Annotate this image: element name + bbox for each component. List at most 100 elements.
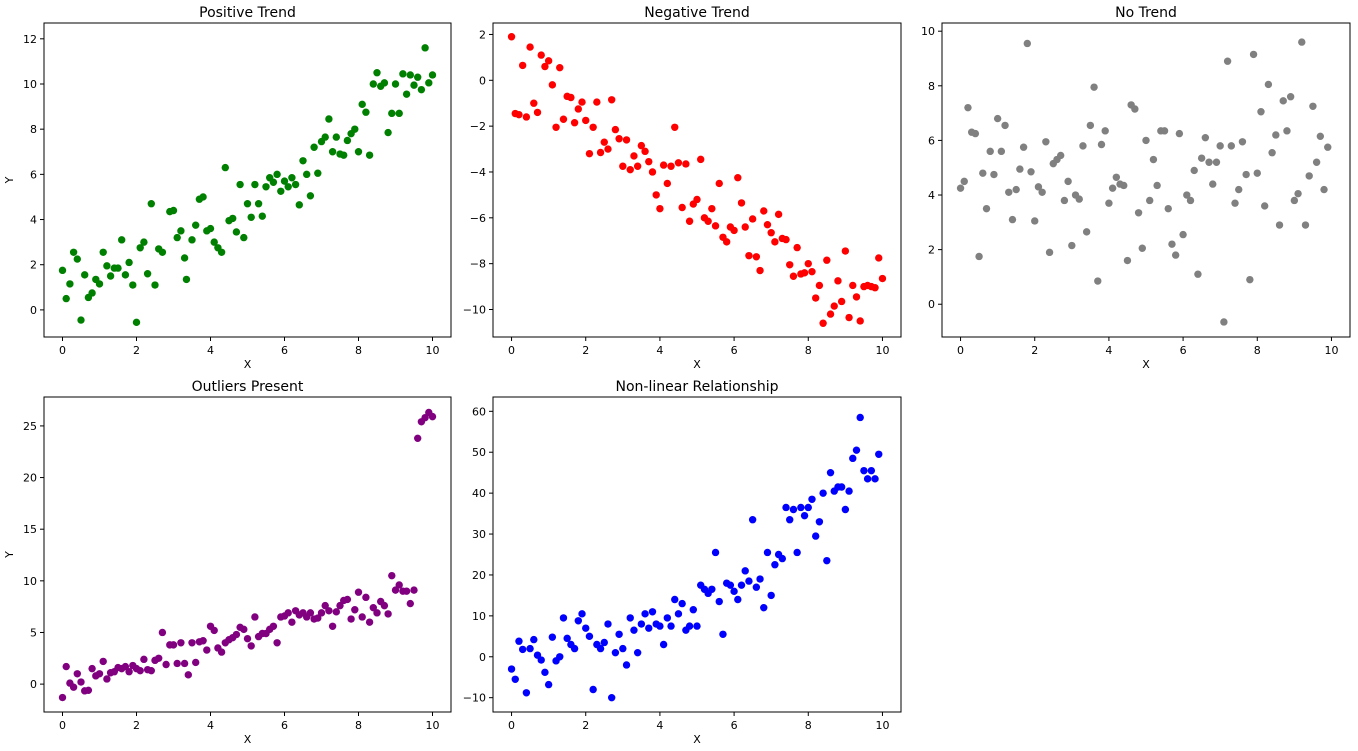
y-tick-label: 2 — [479, 28, 486, 41]
data-point — [819, 489, 827, 497]
y-tick-label: 12 — [23, 33, 37, 46]
data-point — [1290, 196, 1299, 205]
x-tick-label: 8 — [355, 719, 362, 732]
data-point — [1212, 158, 1221, 166]
data-point — [169, 206, 178, 215]
points — [507, 33, 887, 327]
data-point — [570, 119, 579, 127]
data-point — [507, 665, 516, 673]
data-point — [217, 648, 226, 656]
data-point — [593, 98, 601, 106]
data-point — [414, 73, 422, 81]
y-tick-label: −6 — [470, 212, 486, 225]
data-point — [206, 224, 215, 233]
data-point — [365, 151, 374, 159]
plot-title: Outliers Present — [192, 379, 304, 395]
data-point — [1012, 185, 1020, 194]
data-point — [771, 561, 779, 569]
data-point — [797, 503, 805, 512]
plot-title: No Trend — [1115, 5, 1177, 21]
data-point — [845, 313, 853, 322]
x-tick-label: 6 — [731, 344, 738, 357]
subplot-5: 0 2 4 6 8 10 −10 0 10 20 30 40 50 60 Non-linear Relati… — [463, 379, 902, 746]
data-point — [760, 207, 768, 215]
data-point — [1298, 38, 1306, 46]
data-point — [106, 272, 115, 280]
data-point — [380, 601, 389, 610]
x-tick-label: 10 — [875, 719, 889, 732]
data-point — [125, 258, 133, 267]
axes-frame — [492, 396, 902, 713]
data-point — [815, 281, 824, 290]
data-point — [574, 617, 583, 625]
data-point — [388, 571, 396, 580]
data-point — [118, 236, 126, 244]
data-point — [173, 233, 181, 242]
data-point — [328, 622, 337, 630]
y-tick-label: 15 — [23, 523, 37, 536]
data-point — [674, 610, 683, 618]
x-axis-label: X — [693, 733, 701, 746]
data-point — [1279, 97, 1287, 105]
data-point — [428, 71, 437, 79]
data-point — [1264, 80, 1273, 89]
data-point — [793, 243, 801, 252]
data-point — [734, 595, 742, 604]
data-point — [748, 516, 757, 524]
data-point — [760, 603, 768, 612]
data-point — [1201, 133, 1210, 142]
data-point — [66, 280, 74, 288]
data-point — [619, 162, 627, 170]
data-point — [1220, 318, 1228, 326]
data-point — [351, 606, 359, 614]
data-point — [69, 683, 78, 691]
data-point — [254, 200, 263, 208]
data-point — [767, 591, 775, 600]
data-point — [659, 161, 668, 169]
data-point — [273, 639, 281, 647]
data-point — [867, 466, 876, 475]
data-point — [358, 100, 366, 109]
data-point — [1019, 143, 1028, 151]
data-point — [811, 294, 820, 302]
x-tick-label: 8 — [805, 344, 812, 357]
data-point — [69, 248, 78, 256]
data-point — [369, 603, 377, 612]
data-point — [518, 61, 527, 70]
data-point — [62, 294, 70, 303]
data-point — [559, 115, 568, 123]
subplot-4: 0 2 4 6 8 10 0 5 10 15 20 25 Outliers Present X Y — [3, 379, 452, 746]
data-point — [321, 133, 329, 141]
data-point — [1209, 180, 1217, 188]
y-tick-label: 20 — [472, 569, 486, 582]
data-point — [358, 613, 366, 621]
data-point — [1005, 188, 1013, 196]
y-tick-label: −8 — [470, 258, 486, 271]
x-tick-label: 2 — [1031, 344, 1038, 357]
data-point — [719, 630, 727, 638]
data-point — [373, 69, 381, 77]
data-point — [711, 222, 720, 230]
data-point — [247, 213, 255, 221]
data-point — [600, 138, 608, 146]
data-point — [856, 413, 864, 422]
data-point — [693, 622, 701, 630]
data-point — [826, 468, 835, 477]
data-point — [826, 310, 835, 318]
data-point — [697, 155, 705, 164]
data-point — [526, 43, 534, 51]
data-point — [585, 149, 594, 158]
data-point — [1324, 143, 1332, 151]
x-tick-label: 0 — [508, 344, 515, 357]
data-point — [1045, 248, 1054, 257]
data-point — [693, 195, 701, 204]
y-tick-label: 4 — [928, 189, 935, 202]
data-point — [582, 116, 590, 125]
data-point — [314, 169, 322, 177]
data-point — [567, 93, 575, 102]
data-point — [162, 660, 170, 669]
data-point — [1309, 102, 1317, 110]
data-point — [354, 148, 363, 156]
data-point — [1272, 131, 1280, 139]
points — [507, 413, 883, 702]
